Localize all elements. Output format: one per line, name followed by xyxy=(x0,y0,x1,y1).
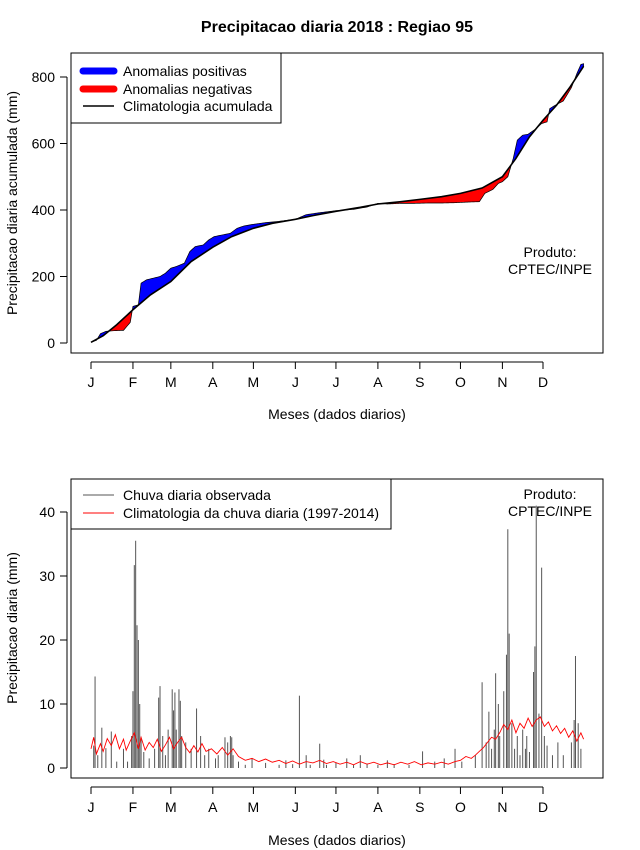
legend-negative-label: Anomalias negativas xyxy=(123,81,252,97)
legend-daily-climatology-label: Climatologia da chuva diaria (1997-2014) xyxy=(123,505,379,521)
daily-annotation-line1: Produto: xyxy=(524,486,577,502)
legend-positive-label: Anomalias positivas xyxy=(123,63,247,79)
daily-x-axis-label: Meses (dados diarios) xyxy=(268,832,406,848)
daily-x-tick-label: J xyxy=(332,799,339,815)
accumulated-x-tick-label: O xyxy=(455,374,466,390)
accumulated-x-tick-label: A xyxy=(208,374,218,390)
daily-y-tick-label: 20 xyxy=(39,632,55,648)
daily-x-tick-label: A xyxy=(373,799,383,815)
accumulated-y-tick-label: 800 xyxy=(32,69,56,85)
daily-annotation-line2: CPTEC/INPE xyxy=(508,503,592,519)
negative-anomaly-area xyxy=(381,164,512,205)
accumulated-annotation-line1: Produto: xyxy=(524,244,577,260)
accumulated-x-axis-label: Meses (dados diarios) xyxy=(268,406,406,422)
daily-y-axis-label: Precipitacao diaria (mm) xyxy=(4,552,20,704)
daily-x-tick-label: N xyxy=(497,799,507,815)
accumulated-marks xyxy=(90,63,585,344)
positive-anomaly-area xyxy=(131,218,296,312)
daily-y-tick-label: 40 xyxy=(39,504,55,520)
accumulated-chart: J F M A M J J A S O N D 0 200 400 600 800 Anomalias posi… xyxy=(4,52,604,422)
daily-y-tick-label: 0 xyxy=(47,760,55,776)
daily-axes: J F M A M J J A S O N D 0 10 20 30 40 xyxy=(39,504,548,815)
accumulated-x-tick-label: J xyxy=(292,374,299,390)
accumulated-plot-frame xyxy=(70,52,604,354)
accumulated-y-tick-label: 400 xyxy=(32,202,56,218)
daily-chart: J F M A M J J A S O N D 0 10 20 30 40 Chuva diaria obser… xyxy=(4,478,604,848)
daily-y-tick-label: 30 xyxy=(39,568,55,584)
accumulated-legend: Anomalias positivas Anomalias negativas … xyxy=(70,52,282,124)
climatology-accumulated-line xyxy=(90,65,585,344)
daily-x-tick-label: D xyxy=(538,799,548,815)
accumulated-annotation-line2: CPTEC/INPE xyxy=(508,261,592,277)
accumulated-x-tick-label: D xyxy=(538,374,548,390)
accumulated-x-tick-label: N xyxy=(497,374,507,390)
legend-climatology-label: Climatologia acumulada xyxy=(123,98,273,114)
accumulated-x-tick-label: A xyxy=(373,374,383,390)
accumulated-x-tick-label: J xyxy=(332,374,339,390)
legend-observed-label: Chuva diaria observada xyxy=(123,487,271,503)
daily-legend-box xyxy=(70,478,392,530)
accumulated-x-tick-label: J xyxy=(88,374,95,390)
accumulated-x-tick-label: M xyxy=(165,374,177,390)
accumulated-axes: J F M A M J J A S O N D 0 200 400 600 800 xyxy=(32,69,548,390)
daily-x-tick-label: F xyxy=(129,799,138,815)
page-title: Precipitacao diaria 2018 : Regiao 95 xyxy=(201,19,473,36)
daily-x-tick-label: O xyxy=(455,799,466,815)
accumulated-x-tick-label: M xyxy=(248,374,260,390)
accumulated-y-tick-label: 200 xyxy=(32,269,56,285)
daily-legend: Chuva diaria observada Climatologia da c… xyxy=(70,478,392,530)
accumulated-x-tick-label: F xyxy=(129,374,138,390)
accumulated-y-axis-label: Precipitacao diaria acumulada (mm) xyxy=(4,91,20,315)
accumulated-y-tick-label: 600 xyxy=(32,136,56,152)
accumulated-y-tick-label: 0 xyxy=(47,335,55,351)
daily-x-tick-label: J xyxy=(88,799,95,815)
daily-marks xyxy=(90,505,585,768)
accumulated-x-tick-label: S xyxy=(415,374,424,390)
daily-x-tick-label: M xyxy=(165,799,177,815)
daily-x-tick-label: M xyxy=(248,799,260,815)
daily-x-tick-label: S xyxy=(415,799,424,815)
daily-y-tick-label: 10 xyxy=(39,696,55,712)
daily-x-tick-label: J xyxy=(292,799,299,815)
daily-x-tick-label: A xyxy=(208,799,218,815)
daily-climatology-line xyxy=(90,716,585,766)
